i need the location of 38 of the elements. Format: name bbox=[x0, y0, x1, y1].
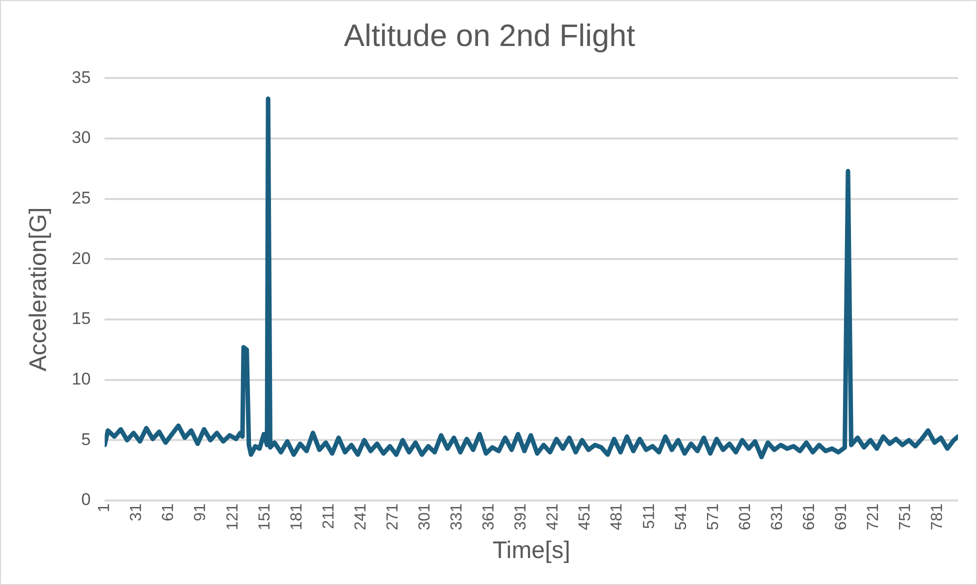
x-tick-label: 631 bbox=[768, 503, 786, 530]
x-tick-label: 271 bbox=[384, 503, 402, 530]
x-tick-label: 781 bbox=[929, 503, 946, 530]
x-tick-label: 751 bbox=[897, 503, 914, 530]
x-tick-label: 481 bbox=[608, 503, 626, 530]
x-tick-label: 31 bbox=[128, 503, 146, 522]
x-tick-label: 451 bbox=[576, 503, 594, 530]
x-tick-label: 241 bbox=[352, 503, 370, 530]
x-tick-label: 301 bbox=[416, 503, 434, 530]
x-tick-label: 331 bbox=[448, 503, 466, 530]
y-axis-title: Acceleration[G] bbox=[25, 207, 52, 372]
x-tick-label: 691 bbox=[833, 503, 850, 530]
y-tick-label: 5 bbox=[81, 430, 91, 449]
x-tick-label: 541 bbox=[672, 503, 690, 530]
y-tick-label: 20 bbox=[72, 248, 91, 268]
chart-title: Altitude on 2nd Flight bbox=[344, 18, 636, 54]
y-tick-label: 15 bbox=[72, 309, 91, 328]
x-axis-title: Time[s] bbox=[492, 537, 570, 564]
y-tick-label: 35 bbox=[72, 68, 91, 87]
x-tick-label: 661 bbox=[800, 503, 818, 530]
y-tick-label: 25 bbox=[72, 188, 91, 208]
x-tick-label: 181 bbox=[288, 503, 306, 530]
x-tick-label: 91 bbox=[192, 503, 210, 522]
x-tick-label: 1 bbox=[96, 503, 114, 512]
x-tick-label: 571 bbox=[704, 503, 722, 530]
x-tick-label: 61 bbox=[160, 503, 178, 522]
x-tick-label: 121 bbox=[224, 503, 242, 530]
y-tick-label: 10 bbox=[72, 370, 91, 389]
x-tick-label: 361 bbox=[480, 503, 498, 530]
x-tick-label: 601 bbox=[736, 503, 754, 530]
x-tick-label: 721 bbox=[865, 503, 882, 530]
x-tick-label: 391 bbox=[512, 503, 530, 530]
x-tick-label: 511 bbox=[640, 503, 658, 530]
x-tick-label: 421 bbox=[544, 503, 562, 530]
x-tick-label: 151 bbox=[256, 503, 274, 530]
x-tick-label: 211 bbox=[320, 503, 338, 530]
y-tick-label: 30 bbox=[72, 128, 91, 148]
y-tick-label: 0 bbox=[81, 490, 91, 510]
